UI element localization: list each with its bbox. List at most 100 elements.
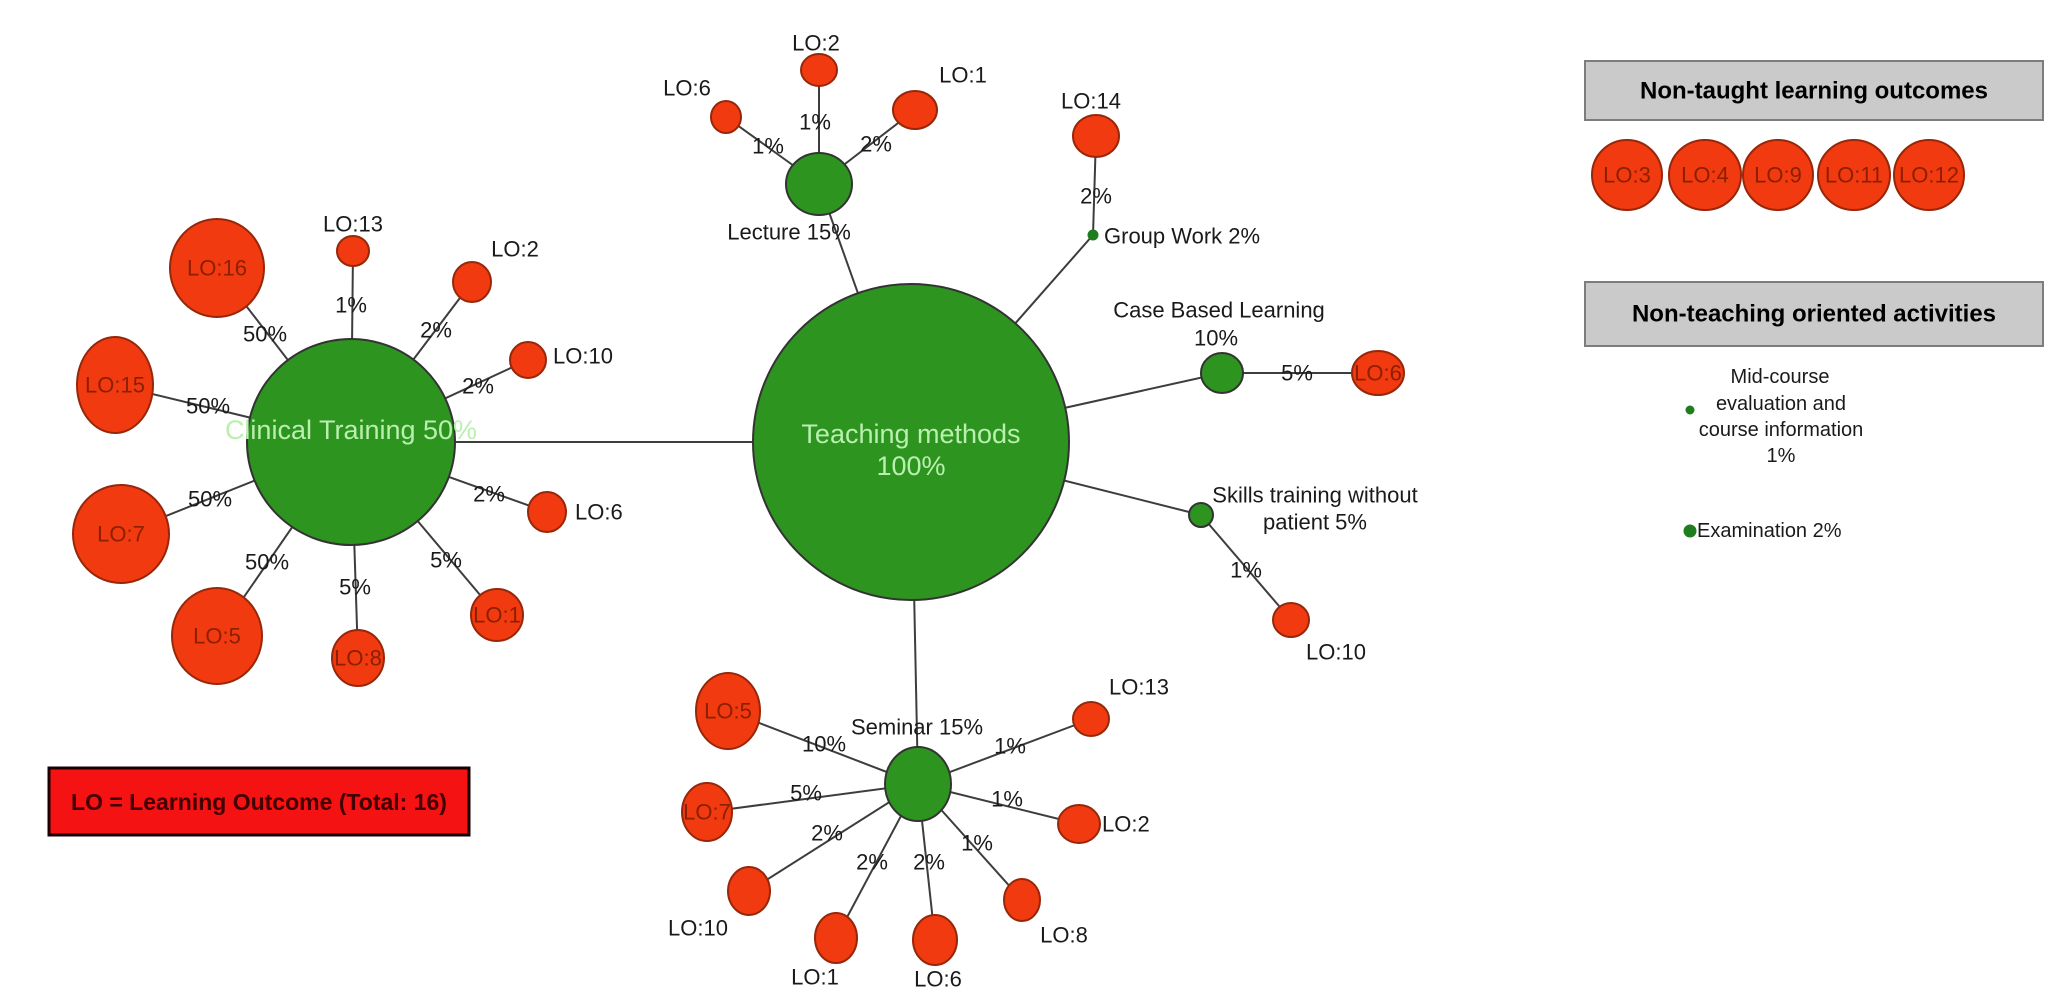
node-lo3-nontaught xyxy=(1591,139,1663,211)
node-seminar xyxy=(884,746,952,822)
midcourse-line3: course information xyxy=(1699,419,1864,441)
node-clinical-training xyxy=(246,338,456,546)
node-lo1-seminar xyxy=(814,912,858,964)
edge-label-seminar-lo13: 1% xyxy=(994,734,1026,759)
edge-label-lecture-lo1: 2% xyxy=(860,132,892,157)
midcourse-line4: 1% xyxy=(1767,445,1796,467)
lo13-clinical-label: LO:13 xyxy=(323,212,383,237)
lo7-seminar-label: LO:7 xyxy=(683,800,731,825)
edge-seminar-lo7 xyxy=(706,783,919,813)
edge-label-clinical-lo5: 50% xyxy=(245,550,289,575)
node-lo4-nontaught xyxy=(1668,139,1742,211)
edge-label-skills-lo10: 1% xyxy=(1230,558,1262,583)
edge-label-clinical-lo15: 50% xyxy=(186,394,230,419)
node-lo6-lecture xyxy=(710,100,742,134)
node-lo6-clinical xyxy=(527,491,567,533)
lo9-label: LO:9 xyxy=(1754,163,1802,188)
lo10-clinical-label: LO:10 xyxy=(553,344,613,369)
node-lo1-lecture xyxy=(892,90,938,130)
lo6-cbl-label: LO:6 xyxy=(1354,361,1402,386)
skills-title-line2: patient 5% xyxy=(1263,510,1367,535)
non-teaching-box xyxy=(1584,281,2044,347)
edge-label-clinical-lo6: 2% xyxy=(473,482,505,507)
node-lo8-seminar xyxy=(1003,878,1041,922)
lo5-clinical-label: LO:5 xyxy=(193,624,241,649)
node-lo8-clinical xyxy=(331,629,385,687)
cbl-title-line2: 10% xyxy=(1194,326,1238,351)
node-lo6-seminar xyxy=(912,914,958,966)
edge-label-clinical-lo16: 50% xyxy=(243,322,287,347)
node-lo7-seminar xyxy=(681,782,733,842)
lo-definition-box xyxy=(47,766,471,837)
node-lo9-nontaught xyxy=(1742,139,1814,211)
node-lo12-nontaught xyxy=(1893,139,1965,211)
lo5-seminar-label: LO:5 xyxy=(704,699,752,724)
edge-label-clinical-lo10: 2% xyxy=(462,374,494,399)
edge-label-lecture-lo6: 1% xyxy=(752,134,784,159)
node-lo10-skills xyxy=(1272,602,1310,638)
lo1-clinical-label: LO:1 xyxy=(473,603,521,628)
lo10-skills-label: LO:10 xyxy=(1306,640,1366,665)
edge-label-clinical-lo7: 50% xyxy=(188,487,232,512)
node-group-work-dot xyxy=(1087,229,1099,241)
clinical-title: Clinical Training 50% xyxy=(225,415,477,445)
node-lo6-cbl xyxy=(1351,350,1405,396)
lo6-seminar-label: LO:6 xyxy=(914,967,962,992)
edge-label-groupwork-lo14: 2% xyxy=(1080,184,1112,209)
lo2-clinical-label: LO:2 xyxy=(491,237,539,262)
edge-label-lecture-lo2: 1% xyxy=(799,110,831,135)
cbl-title-line1: Case Based Learning xyxy=(1113,298,1325,323)
node-lo2-lecture xyxy=(800,53,838,87)
node-lo14-groupwork xyxy=(1072,114,1120,158)
lo4-label: LO:4 xyxy=(1681,163,1729,188)
lo11-label: LO:11 xyxy=(1825,163,1883,188)
node-lo13-clinical xyxy=(336,235,370,267)
node-lo7-clinical xyxy=(72,484,170,584)
non-taught-box xyxy=(1584,60,2044,121)
node-lo10-seminar xyxy=(727,866,771,916)
edge-label-seminar-lo6: 2% xyxy=(913,850,945,875)
teaching-title-line1: Teaching methods xyxy=(801,419,1020,449)
skills-title-line1: Skills training without xyxy=(1212,483,1417,508)
node-lo2-seminar xyxy=(1057,804,1101,844)
lo7-clinical-label: LO:7 xyxy=(97,522,145,547)
groupwork-title: Group Work 2% xyxy=(1104,224,1260,249)
node-lo13-seminar xyxy=(1072,701,1110,737)
midcourse-line2: evaluation and xyxy=(1716,393,1846,415)
teaching-title-line2: 100% xyxy=(876,451,945,481)
node-teaching-methods xyxy=(752,283,1070,601)
lo6-clinical-label: LO:6 xyxy=(575,500,623,525)
node-lo5-seminar xyxy=(695,672,761,750)
lo16-label: LO:16 xyxy=(187,256,247,281)
node-lo16-clinical xyxy=(169,218,265,318)
edge-label-clinical-lo1: 5% xyxy=(430,548,462,573)
lo8-seminar-label: LO:8 xyxy=(1040,923,1088,948)
lecture-title: Lecture 15% xyxy=(727,220,851,245)
edge-label-cbl-lo6: 5% xyxy=(1281,361,1313,386)
edge-skills-lo10 xyxy=(1200,514,1292,621)
lo15-label: LO:15 xyxy=(85,373,145,398)
edge-label-seminar-lo2: 1% xyxy=(991,787,1023,812)
node-lo5-clinical xyxy=(171,587,263,685)
node-midcourse-dot xyxy=(1685,405,1695,415)
lo6-lecture-label: LO:6 xyxy=(663,76,711,101)
edge-label-clinical-lo8: 5% xyxy=(339,575,371,600)
lo1-seminar-label: LO:1 xyxy=(791,965,839,990)
edge-label-seminar-lo8: 1% xyxy=(961,831,993,856)
lo-definition-label: LO = Learning Outcome (Total: 16) xyxy=(71,789,447,815)
lo14-label: LO:14 xyxy=(1061,89,1121,114)
node-case-based-learning xyxy=(1200,352,1244,394)
node-lo11-nontaught xyxy=(1817,139,1891,211)
lo1-lecture-label: LO:1 xyxy=(939,63,987,88)
edge-label-seminar-lo7: 5% xyxy=(790,781,822,806)
lo3-label: LO:3 xyxy=(1603,163,1651,188)
node-skills-training xyxy=(1188,502,1214,528)
edge-label-clinical-lo13: 1% xyxy=(335,293,367,318)
lo10-seminar-label: LO:10 xyxy=(668,916,728,941)
edge-label-clinical-lo2: 2% xyxy=(420,318,452,343)
node-lo2-clinical xyxy=(452,261,492,303)
node-examination-dot xyxy=(1683,524,1697,538)
node-lo10-clinical xyxy=(509,341,547,379)
midcourse-line1: Mid-course xyxy=(1731,366,1830,388)
